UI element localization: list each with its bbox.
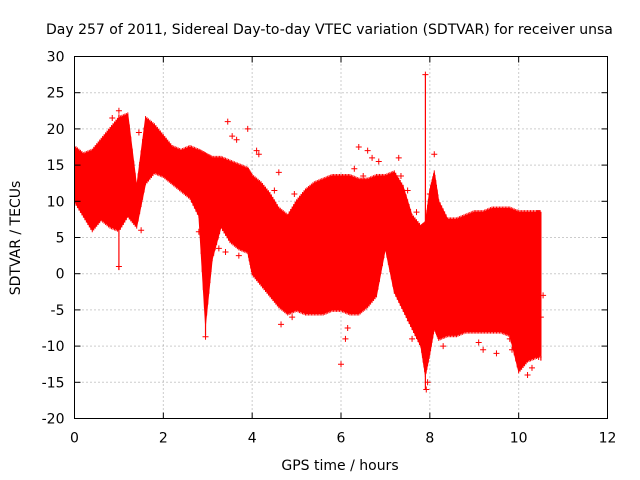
x-axis-label: GPS time / hours (281, 458, 398, 474)
x-tick-label: 8 (425, 431, 434, 447)
data-point (509, 346, 516, 353)
data-point (278, 321, 285, 328)
data-point (246, 245, 253, 252)
data-point (475, 339, 482, 346)
data-point (440, 343, 447, 350)
y-tick-label: 5 (56, 231, 65, 247)
data-point (480, 346, 487, 353)
data-point (426, 191, 433, 198)
y-tick-label: 10 (47, 194, 65, 210)
data-point (540, 292, 547, 299)
data-point (423, 386, 430, 393)
data-point (493, 350, 500, 357)
data-point (406, 317, 413, 324)
data-point (413, 209, 420, 216)
data-point (291, 191, 298, 198)
data-layer (74, 71, 547, 393)
data-point (109, 115, 116, 122)
data-point (115, 263, 122, 270)
data-point (351, 165, 358, 172)
x-tick-label: 6 (337, 431, 346, 447)
data-point (524, 372, 531, 379)
data-point (424, 379, 431, 386)
data-point (215, 245, 222, 252)
y-tick-label: 20 (47, 122, 65, 138)
data-point (209, 172, 216, 179)
y-tick-label: -20 (42, 412, 65, 428)
data-point (233, 136, 240, 143)
data-point (195, 228, 202, 235)
y-tick-label: -5 (51, 303, 65, 319)
data-point (202, 333, 209, 340)
axis-ticks: 0 2 4 6 8 10 12 -20 -15 -10 -5 0 5 10 15 20 25 30 (42, 50, 617, 447)
y-axis-label: SDTVAR / TECUs (8, 181, 24, 296)
data-point (342, 335, 349, 342)
data-point (135, 129, 142, 136)
data-point (375, 158, 382, 165)
data-point (369, 154, 376, 161)
data-point (238, 234, 245, 241)
data-point (289, 314, 296, 321)
data-point (397, 172, 404, 179)
data-point (431, 151, 438, 158)
data-point (344, 325, 351, 331)
data-point (255, 151, 262, 158)
data-point (420, 343, 427, 350)
data-point (286, 285, 293, 292)
data-point (113, 133, 120, 140)
x-tick-label: 0 (70, 431, 79, 447)
data-point (409, 335, 416, 342)
x-tick-label: 10 (510, 431, 528, 447)
data-point (115, 107, 122, 114)
data-point (404, 187, 411, 194)
data-point (204, 238, 211, 245)
x-tick-label: 2 (159, 431, 168, 447)
data-point (528, 364, 535, 371)
data-point (355, 144, 362, 150)
data-point (253, 147, 260, 154)
data-point (364, 147, 371, 154)
data-point (537, 314, 544, 321)
data-point (535, 353, 542, 360)
y-tick-label: 15 (47, 158, 65, 174)
data-point (271, 187, 278, 194)
y-tick-label: 30 (47, 50, 65, 66)
y-tick-label: -15 (42, 375, 65, 391)
data-point (91, 154, 98, 161)
data-point (338, 361, 344, 368)
data-point (235, 252, 242, 259)
y-tick-label: 25 (47, 86, 65, 102)
x-tick-label: 12 (599, 431, 617, 447)
data-point (222, 248, 229, 255)
data-point (229, 133, 236, 140)
data-point (211, 183, 218, 190)
data-point (422, 71, 429, 78)
chart-title: Day 257 of 2011, Sidereal Day-to-day VTE… (46, 22, 613, 38)
y-tick-label: -10 (42, 339, 65, 355)
data-point (275, 169, 282, 176)
data-point (244, 125, 251, 132)
data-point (506, 335, 513, 342)
data-point (360, 172, 367, 179)
data-point (138, 227, 145, 234)
x-tick-label: 4 (248, 431, 257, 447)
y-tick-label: 0 (56, 267, 65, 283)
data-point (395, 154, 402, 161)
data-point (118, 216, 125, 223)
data-point (224, 118, 231, 125)
